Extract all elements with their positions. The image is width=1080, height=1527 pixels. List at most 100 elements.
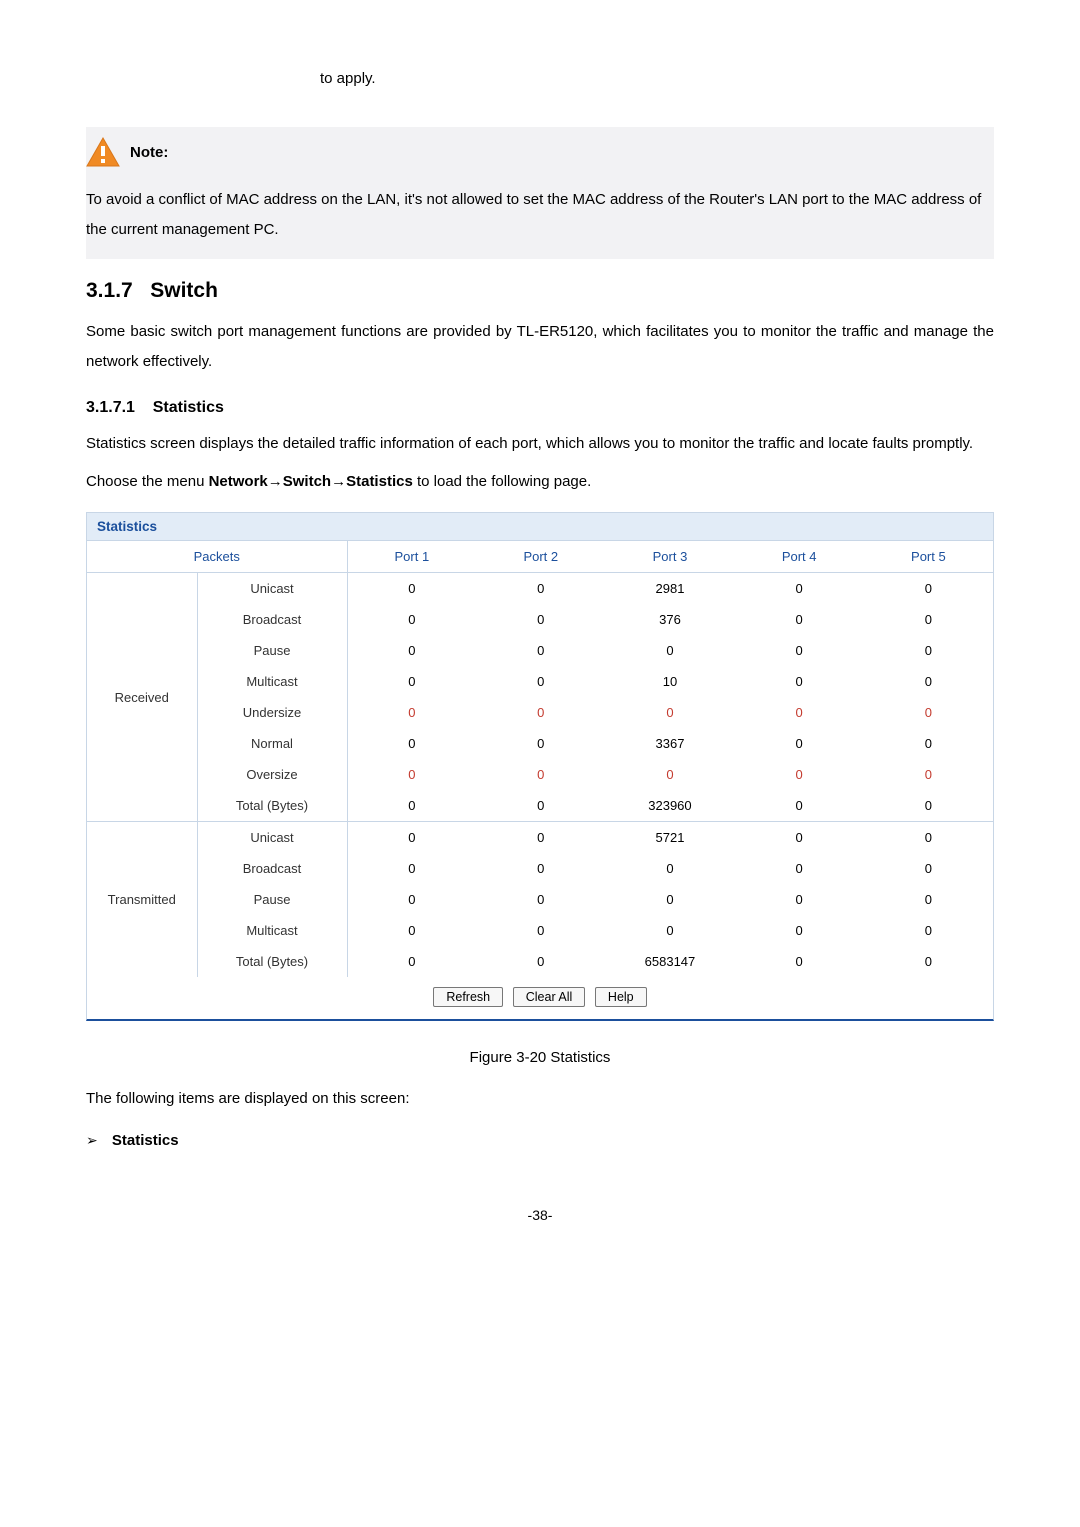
value-cell: 0: [864, 822, 993, 854]
table-header-row: Packets Port 1 Port 2 Port 3 Port 4 Port…: [87, 541, 993, 573]
clear-all-button[interactable]: Clear All: [513, 987, 586, 1007]
packet-type-cell: Pause: [197, 884, 347, 915]
group-cell: Received: [87, 573, 197, 822]
value-cell: 0: [735, 666, 864, 697]
packet-type-cell: Unicast: [197, 573, 347, 605]
value-cell: 0: [864, 946, 993, 977]
value-cell: 0: [476, 728, 605, 759]
packet-type-cell: Broadcast: [197, 853, 347, 884]
page: to apply. Note: To avoid a conflict of M…: [0, 0, 1080, 1273]
packet-type-cell: Multicast: [197, 915, 347, 946]
value-cell: 0: [347, 884, 476, 915]
value-cell: 0: [476, 697, 605, 728]
table-row: Normal00336700: [87, 728, 993, 759]
value-cell: 0: [864, 915, 993, 946]
value-cell: 10: [605, 666, 734, 697]
subsection-heading-statistics: 3.1.7.1 Statistics: [86, 399, 994, 417]
menu-prefix: Choose the menu: [86, 473, 209, 490]
value-cell: 0: [347, 573, 476, 605]
table-row: Pause00000: [87, 635, 993, 666]
value-cell: 0: [347, 759, 476, 790]
value-cell: 0: [735, 573, 864, 605]
value-cell: 0: [864, 728, 993, 759]
packet-type-cell: Total (Bytes): [197, 790, 347, 822]
subsection-number: 3.1.7.1: [86, 399, 135, 416]
value-cell: 0: [347, 853, 476, 884]
value-cell: 0: [605, 853, 734, 884]
value-cell: 0: [864, 697, 993, 728]
packet-type-cell: Broadcast: [197, 604, 347, 635]
value-cell: 0: [476, 666, 605, 697]
fragment-text: to apply.: [320, 70, 994, 87]
menu-path: Network→Switch→Statistics: [209, 473, 413, 490]
value-cell: 0: [476, 573, 605, 605]
packet-type-cell: Total (Bytes): [197, 946, 347, 977]
statistics-panel-title: Statistics: [87, 513, 993, 541]
value-cell: 0: [476, 853, 605, 884]
value-cell: 0: [476, 946, 605, 977]
subsection-title: Statistics: [153, 399, 224, 416]
post-text: The following items are displayed on thi…: [86, 1084, 994, 1114]
packet-type-cell: Normal: [197, 728, 347, 759]
packet-type-cell: Unicast: [197, 822, 347, 854]
section-number: 3.1.7: [86, 279, 133, 303]
value-cell: 0: [605, 759, 734, 790]
help-button[interactable]: Help: [595, 987, 647, 1007]
refresh-button[interactable]: Refresh: [433, 987, 503, 1007]
value-cell: 0: [735, 635, 864, 666]
value-cell: 3367: [605, 728, 734, 759]
value-cell: 0: [864, 666, 993, 697]
value-cell: 0: [735, 946, 864, 977]
value-cell: 376: [605, 604, 734, 635]
value-cell: 0: [476, 759, 605, 790]
table-row: Broadcast0037600: [87, 604, 993, 635]
value-cell: 0: [605, 697, 734, 728]
switch-intro: Some basic switch port management functi…: [86, 317, 994, 377]
value-cell: 0: [347, 728, 476, 759]
table-row: Total (Bytes)00658314700: [87, 946, 993, 977]
note-box: Note: To avoid a conflict of MAC address…: [86, 127, 994, 259]
packet-type-cell: Multicast: [197, 666, 347, 697]
value-cell: 0: [347, 822, 476, 854]
value-cell: 0: [347, 946, 476, 977]
packet-type-cell: Oversize: [197, 759, 347, 790]
note-body: To avoid a conflict of MAC address on th…: [86, 185, 994, 245]
warning-icon: [86, 137, 120, 167]
value-cell: 0: [605, 884, 734, 915]
page-number: -38-: [86, 1207, 994, 1223]
value-cell: 0: [476, 884, 605, 915]
value-cell: 0: [476, 635, 605, 666]
value-cell: 0: [864, 853, 993, 884]
value-cell: 0: [864, 790, 993, 822]
bullet-statistics: ➢ Statistics: [86, 1132, 994, 1149]
value-cell: 0: [735, 915, 864, 946]
menu-path-line: Choose the menu Network→Switch→Statistic…: [86, 473, 994, 490]
figure-caption: Figure 3-20 Statistics: [86, 1049, 994, 1066]
table-row: Oversize00000: [87, 759, 993, 790]
value-cell: 0: [864, 573, 993, 605]
section-title: Switch: [150, 279, 218, 302]
header-port: Port 4: [735, 541, 864, 573]
value-cell: 0: [347, 697, 476, 728]
table-row: Undersize00000: [87, 697, 993, 728]
table-row: Multicast00000: [87, 915, 993, 946]
header-port: Port 2: [476, 541, 605, 573]
value-cell: 5721: [605, 822, 734, 854]
header-packets: Packets: [87, 541, 347, 573]
value-cell: 0: [347, 666, 476, 697]
value-cell: 0: [347, 635, 476, 666]
value-cell: 0: [735, 884, 864, 915]
value-cell: 0: [864, 635, 993, 666]
value-cell: 0: [735, 853, 864, 884]
value-cell: 0: [735, 822, 864, 854]
value-cell: 2981: [605, 573, 734, 605]
value-cell: 0: [476, 790, 605, 822]
header-port: Port 5: [864, 541, 993, 573]
value-cell: 0: [347, 604, 476, 635]
table-row: ReceivedUnicast00298100: [87, 573, 993, 605]
value-cell: 0: [347, 790, 476, 822]
value-cell: 0: [605, 635, 734, 666]
value-cell: 0: [735, 759, 864, 790]
value-cell: 0: [735, 790, 864, 822]
value-cell: 0: [735, 604, 864, 635]
